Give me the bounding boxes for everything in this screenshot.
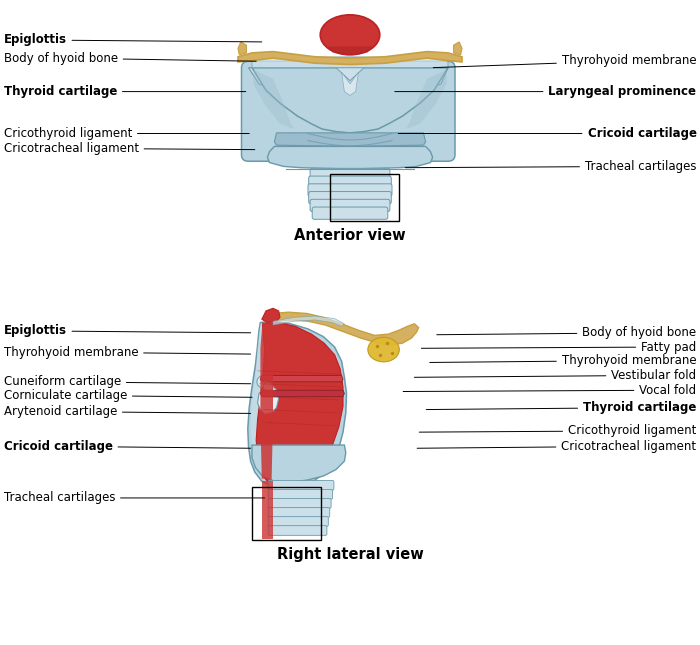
Polygon shape	[267, 146, 433, 169]
Bar	[262, 481, 273, 539]
Bar	[252, 487, 321, 540]
FancyBboxPatch shape	[268, 481, 334, 490]
FancyBboxPatch shape	[309, 192, 391, 204]
FancyBboxPatch shape	[312, 207, 388, 219]
Text: Right lateral view: Right lateral view	[276, 547, 424, 562]
Text: Tracheal cartilages: Tracheal cartilages	[405, 160, 696, 173]
Bar	[330, 174, 399, 221]
Text: Thyroid cartilage: Thyroid cartilage	[4, 85, 246, 98]
Polygon shape	[336, 68, 364, 81]
Polygon shape	[454, 42, 462, 55]
Polygon shape	[274, 133, 426, 146]
Text: Cricotracheal ligament: Cricotracheal ligament	[4, 142, 255, 155]
Text: Cuneiform cartilage: Cuneiform cartilage	[4, 375, 251, 388]
Text: Laryngeal prominence: Laryngeal prominence	[395, 85, 696, 98]
Polygon shape	[251, 322, 328, 485]
Text: Body of hyoid bone: Body of hyoid bone	[437, 326, 696, 339]
Text: Body of hyoid bone: Body of hyoid bone	[4, 52, 256, 64]
Text: Vocal fold: Vocal fold	[403, 384, 696, 397]
Polygon shape	[260, 375, 343, 382]
Polygon shape	[248, 68, 448, 98]
Text: Cricoid cartilage: Cricoid cartilage	[398, 127, 696, 140]
Polygon shape	[273, 316, 344, 326]
Text: Fatty pad: Fatty pad	[421, 341, 696, 353]
Polygon shape	[253, 70, 294, 129]
Polygon shape	[260, 390, 344, 397]
Ellipse shape	[257, 376, 268, 388]
Text: Cricothyroid ligament: Cricothyroid ligament	[4, 127, 249, 140]
FancyBboxPatch shape	[241, 61, 455, 161]
Text: Epiglottis: Epiglottis	[4, 34, 262, 46]
FancyBboxPatch shape	[268, 490, 332, 499]
Text: Thyroid cartilage: Thyroid cartilage	[426, 401, 696, 414]
FancyBboxPatch shape	[309, 176, 391, 188]
Text: Arytenoid cartilage: Arytenoid cartilage	[4, 405, 251, 418]
Ellipse shape	[368, 337, 399, 362]
Polygon shape	[252, 57, 448, 68]
Polygon shape	[273, 312, 419, 345]
Text: Thyrohyoid membrane: Thyrohyoid membrane	[430, 354, 696, 367]
Polygon shape	[406, 70, 447, 129]
Polygon shape	[258, 386, 279, 414]
Polygon shape	[252, 445, 346, 482]
Text: Corniculate cartilage: Corniculate cartilage	[4, 389, 252, 402]
FancyBboxPatch shape	[310, 199, 390, 212]
Polygon shape	[238, 42, 246, 55]
FancyBboxPatch shape	[268, 499, 331, 508]
Polygon shape	[342, 72, 358, 95]
Ellipse shape	[321, 15, 379, 55]
Polygon shape	[248, 321, 346, 489]
Text: Epiglottis: Epiglottis	[4, 324, 251, 337]
FancyBboxPatch shape	[268, 517, 328, 526]
Text: Vestibular fold: Vestibular fold	[414, 369, 696, 382]
Polygon shape	[260, 322, 273, 480]
Polygon shape	[256, 322, 343, 486]
Polygon shape	[252, 68, 448, 133]
Text: Cricotracheal ligament: Cricotracheal ligament	[417, 440, 696, 453]
Polygon shape	[262, 308, 280, 322]
Text: Thyrohyoid membrane: Thyrohyoid membrane	[433, 54, 696, 68]
Ellipse shape	[263, 382, 273, 392]
FancyBboxPatch shape	[268, 526, 327, 535]
Text: Anterior view: Anterior view	[294, 228, 406, 243]
Text: Cricoid cartilage: Cricoid cartilage	[4, 440, 251, 453]
FancyBboxPatch shape	[310, 168, 390, 181]
FancyBboxPatch shape	[268, 508, 330, 517]
Text: Tracheal cartilages: Tracheal cartilages	[4, 491, 265, 504]
Polygon shape	[328, 46, 372, 54]
FancyBboxPatch shape	[308, 184, 392, 196]
Text: Cricothyroid ligament: Cricothyroid ligament	[419, 424, 696, 437]
Text: Thyrohyoid membrane: Thyrohyoid membrane	[4, 346, 251, 359]
Polygon shape	[238, 52, 462, 64]
